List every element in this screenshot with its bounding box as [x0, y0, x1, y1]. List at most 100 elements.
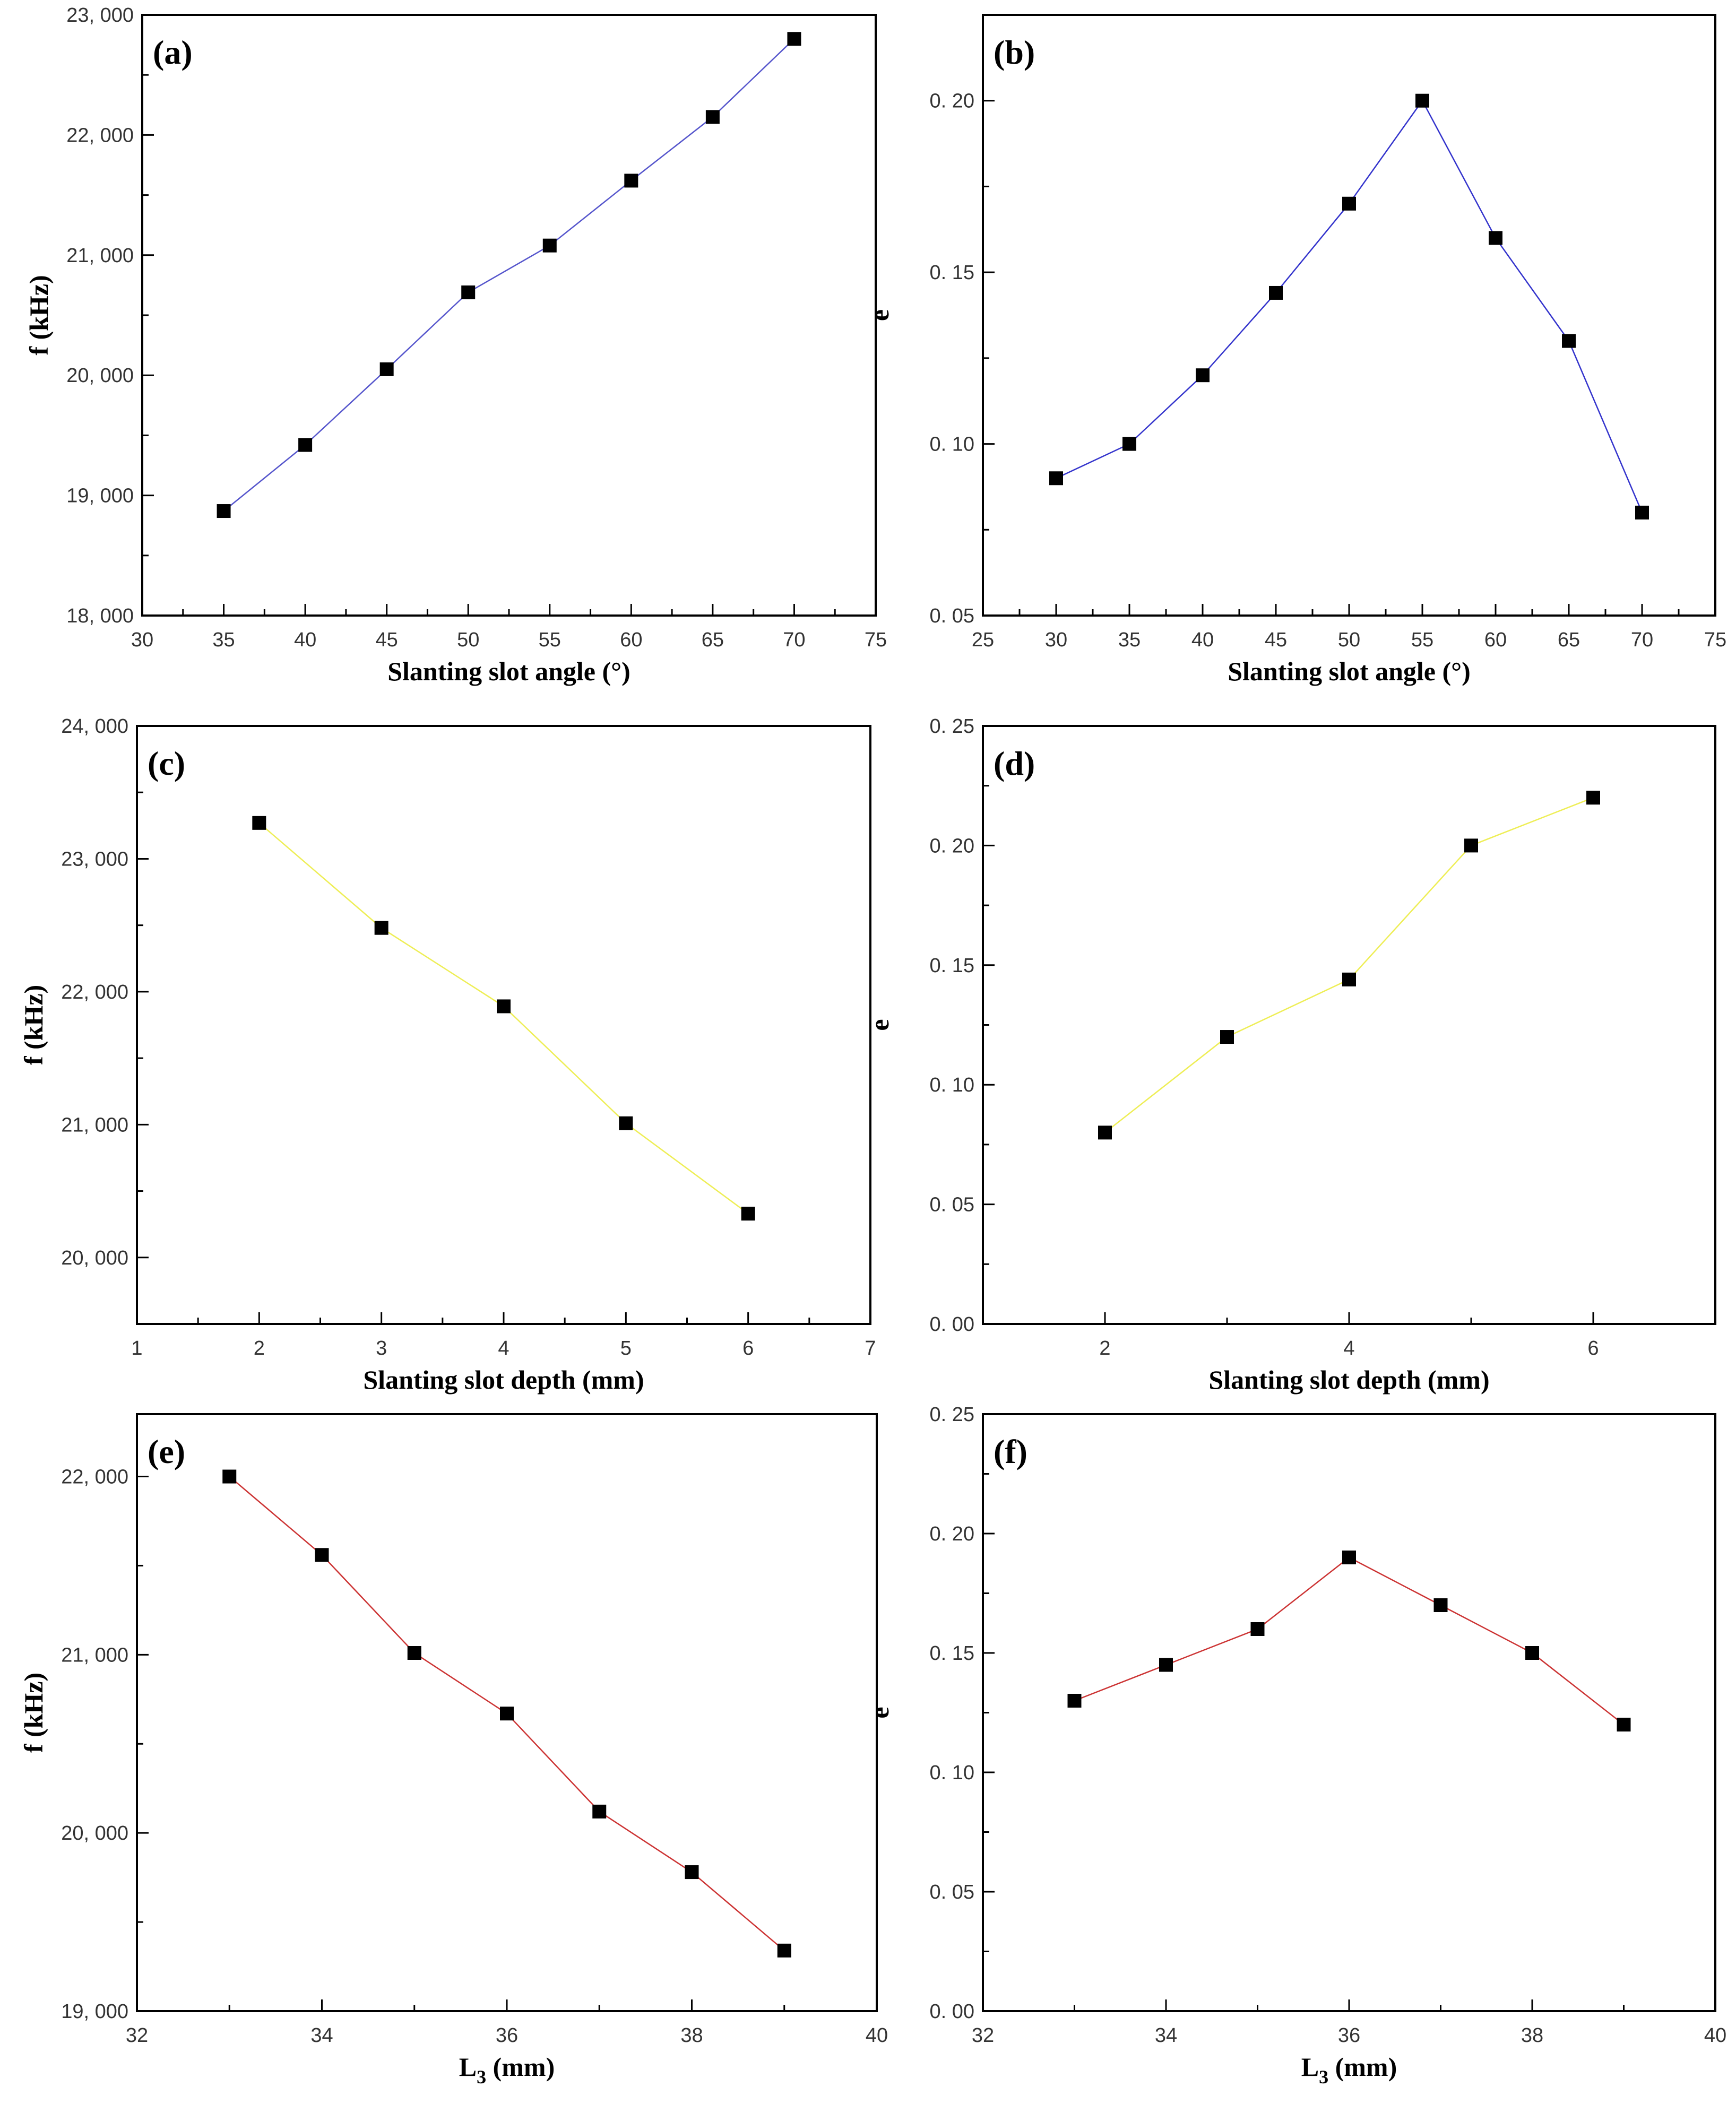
- chart-f-series-line: [1074, 1556, 1625, 1725]
- chart-c-panel-label: (c): [148, 744, 185, 782]
- chart-a-xlabel: Slanting slot angle (°): [387, 656, 631, 686]
- chart-a-ytick-label: 23, 000: [66, 4, 134, 27]
- chart-b-ylabel: e: [865, 309, 894, 321]
- chart-a-ytick-label: 22, 000: [66, 124, 134, 146]
- chart-a-xtick-label: 70: [783, 629, 805, 651]
- chart-a-series-line: [223, 38, 795, 512]
- chart-f-xtick-label: 38: [1521, 2024, 1543, 2047]
- chart-b-xtick-label: 50: [1338, 629, 1360, 651]
- chart-a-point: [787, 32, 801, 46]
- chart-f-xlabel: L3 (mm): [1301, 2052, 1397, 2088]
- chart-c-frame: [136, 725, 871, 1325]
- chart-f-ytick-label: 0. 25: [929, 1404, 974, 1426]
- chart-e-xtick-label: 34: [310, 2024, 333, 2047]
- chart-a-point: [624, 174, 638, 188]
- chart-d-xtick-label: 6: [1587, 1337, 1599, 1360]
- chart-b-point: [1122, 437, 1136, 451]
- chart-c-point: [252, 816, 266, 830]
- chart-b-xlabel: Slanting slot angle (°): [1228, 656, 1471, 686]
- chart-e-point: [777, 1943, 791, 1958]
- chart-d-point: [1342, 972, 1356, 986]
- chart-e-point: [315, 1548, 329, 1562]
- chart-b-point: [1049, 471, 1063, 486]
- chart-c-xtick-label: 1: [131, 1337, 142, 1360]
- chart-b-point: [1562, 334, 1576, 348]
- chart-e-xtick-label: 36: [496, 2024, 518, 2047]
- chart-d-ytick-label: 0. 20: [929, 835, 974, 857]
- chart-e-xtick-label: 38: [680, 2024, 703, 2047]
- chart-e-ylabel: f (kHz): [19, 1673, 48, 1753]
- chart-d-panel-label: (d): [994, 744, 1035, 782]
- chart-c-ytick-label: 21, 000: [61, 1114, 128, 1136]
- chart-b-xtick-label: 45: [1265, 629, 1287, 651]
- chart-c-xtick-label: 7: [865, 1337, 876, 1360]
- chart-a-ytick-label: 19, 000: [66, 485, 134, 507]
- chart-d-xtick-label: 2: [1099, 1337, 1110, 1360]
- chart-c-ytick-label: 22, 000: [61, 981, 128, 1003]
- chart-e-xlabel: L3 (mm): [459, 2052, 555, 2088]
- chart-b-point: [1196, 368, 1210, 383]
- chart-c-series-line: [258, 822, 749, 1215]
- chart-f-xtick-label: 32: [972, 2024, 994, 2047]
- chart-b-xtick-label: 25: [972, 629, 994, 651]
- chart-f-point: [1159, 1658, 1173, 1672]
- chart-f-point: [1525, 1646, 1539, 1660]
- chart-f-xtick-label: 40: [1704, 2024, 1726, 2047]
- chart-f-frame: [982, 1413, 1716, 2012]
- chart-e-xtick-label: 40: [866, 2024, 888, 2047]
- chart-b-xtick-label: 40: [1191, 629, 1214, 651]
- chart-a-panel-label: (a): [153, 33, 193, 71]
- chart-b-xtick-label: 30: [1045, 629, 1067, 651]
- chart-e-ytick-label: 22, 000: [61, 1466, 128, 1488]
- chart-a: 30 35 40 45 50 55 60 65 70 75 18, 000 19, 000 20, 00…: [24, 4, 887, 686]
- chart-e: 32 34 36 38 40 19, 000 20, 000 21, 000 22, 000 (e…: [19, 1413, 888, 2088]
- chart-b-series-line: [1056, 99, 1643, 513]
- chart-e-panel-label: (e): [148, 1433, 185, 1470]
- chart-f-ylabel: e: [865, 1707, 894, 1718]
- chart-b-ytick-label: 0. 15: [929, 262, 974, 284]
- chart-d-ytick-label: 0. 25: [929, 715, 974, 738]
- chart-a-ytick-label: 18, 000: [66, 605, 134, 627]
- chart-f-xtick-label: 36: [1338, 2024, 1360, 2047]
- chart-c-xtick-label: 6: [742, 1337, 754, 1360]
- chart-a-ytick-label: 20, 000: [66, 365, 134, 387]
- chart-a-xtick-label: 65: [702, 629, 724, 651]
- chart-d-point: [1464, 838, 1478, 853]
- chart-b-point: [1269, 285, 1283, 300]
- chart-f-panel-label: (f): [994, 1433, 1027, 1470]
- chart-e-ytick-label: 19, 000: [61, 2001, 128, 2023]
- chart-b-ytick-label: 0. 10: [929, 434, 974, 456]
- chart-a-ylabel: f (kHz): [24, 275, 54, 355]
- chart-c: 1 2 3 4 5 6 7 20, 000 21, 000 22, 000 23, 000 24, 0…: [19, 715, 876, 1395]
- chart-b-point: [1635, 505, 1649, 519]
- chart-e-xtick-label: 32: [126, 2024, 148, 2047]
- chart-d-xlabel: Slanting slot depth (mm): [1208, 1365, 1489, 1395]
- chart-b-panel-label: (b): [994, 33, 1035, 71]
- chart-f-ytick-label: 0. 20: [929, 1523, 974, 1545]
- chart-d-point: [1220, 1030, 1234, 1044]
- chart-c-xtick-label: 2: [254, 1337, 265, 1360]
- chart-b-xtick-label: 35: [1118, 629, 1141, 651]
- chart-a-point: [461, 285, 476, 299]
- chart-b-xtick-label: 55: [1411, 629, 1433, 651]
- chart-a-xtick-label: 30: [131, 629, 153, 651]
- chart-d-ytick-label: 0. 00: [929, 1313, 974, 1336]
- chart-f-ytick-label: 0. 05: [929, 1881, 974, 1903]
- chart-f-point: [1250, 1622, 1265, 1636]
- chart-a-point: [542, 238, 557, 253]
- chart-a-xtick-label: 35: [212, 629, 235, 651]
- chart-b-point: [1489, 231, 1502, 245]
- chart-c-point: [374, 921, 388, 935]
- chart-c-ytick-label: 24, 000: [61, 715, 128, 738]
- chart-d-point: [1586, 791, 1600, 805]
- chart-a-point: [217, 504, 231, 518]
- chart-a-frame: [141, 14, 877, 617]
- chart-a-ytick-label: 21, 000: [66, 245, 134, 267]
- chart-a-point: [379, 362, 394, 376]
- chart-c-point: [619, 1116, 633, 1130]
- chart-d-ylabel: e: [865, 1019, 894, 1031]
- chart-a-point: [705, 110, 720, 124]
- chart-c-point: [741, 1207, 755, 1221]
- chart-b-ytick-label: 0. 05: [929, 605, 974, 627]
- chart-f-ytick-label: 0. 15: [929, 1642, 974, 1665]
